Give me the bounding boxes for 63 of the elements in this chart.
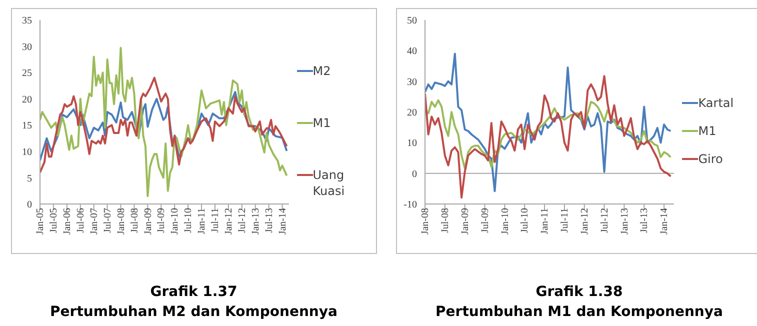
x-tick-label: Jul-09: [480, 208, 492, 233]
y-tick-label: 5: [26, 173, 32, 184]
y-tick-label: 50: [407, 16, 418, 27]
legend-label: Uang Kuasi: [312, 167, 346, 199]
legend-label: M1: [698, 123, 718, 139]
x-tick-label: Jan-13: [250, 208, 262, 235]
text: Pertumbuhan M1 dan Komponennya: [436, 303, 723, 322]
x-tick-label: Jan-05: [34, 208, 46, 235]
x-tick-label: Jan-11: [540, 208, 551, 234]
x-tick-label: Jan-08: [420, 208, 432, 235]
y-tick-label: 15: [22, 120, 32, 132]
y-tick-label: 35: [22, 16, 32, 27]
y-tick-label: 0: [26, 200, 32, 211]
line-series: [425, 52, 672, 192]
x-tick-label: Jul-10: [182, 208, 194, 233]
line-series: [425, 99, 672, 170]
y-tick-label: 25: [22, 68, 32, 80]
x-tick-label: Jul-06: [75, 208, 86, 233]
y-tick-label: 30: [22, 42, 32, 53]
legend-label: M2: [312, 63, 332, 79]
x-tick-label: Jul-13: [639, 208, 650, 233]
line-series: [40, 91, 288, 162]
x-tick-label: Jul-07: [102, 208, 114, 233]
x-tick-label: Jan-14: [277, 208, 288, 235]
legend-label: Giro: [698, 151, 724, 167]
y-tick-label: -10: [404, 200, 418, 211]
x-tick-label: Jul-05: [48, 208, 60, 233]
x-tick-label: Jan-10: [169, 208, 180, 235]
legend-label: M1: [312, 115, 332, 131]
x-tick-label: Jul-11: [560, 208, 571, 233]
x-tick-label: Jan-12: [580, 208, 591, 235]
x-tick-label: Jan-13: [620, 208, 631, 235]
x-tick-label: Jul-11: [210, 208, 221, 233]
y-tick-label: 20: [22, 94, 32, 106]
x-tick-label: Jan-08: [116, 208, 127, 235]
x-tick-label: Jul-09: [156, 208, 167, 233]
line-series: [425, 75, 672, 199]
x-tick-label: Jan-12: [223, 208, 234, 235]
text: Grafik 1.38: [534, 283, 624, 302]
legend-label: Kartal: [698, 95, 735, 111]
line-series: [40, 46, 288, 198]
x-tick-label: Jul-12: [600, 208, 611, 233]
y-tick-label: 30: [407, 76, 418, 88]
x-tick-label: Jul-08: [129, 208, 140, 233]
x-tick-label: Jul-08: [440, 208, 452, 233]
x-tick-label: Jan-06: [62, 208, 73, 235]
y-tick-label: 10: [22, 146, 32, 158]
x-tick-label: Jan-09: [142, 208, 154, 235]
x-tick-label: Jan-14: [659, 208, 670, 235]
x-tick-label: Jul-10: [520, 208, 531, 233]
line-series: [40, 76, 288, 174]
x-tick-label: Jul-12: [236, 208, 248, 233]
text: Grafik 1.37: [149, 283, 238, 302]
x-tick-label: Jul-13: [264, 208, 275, 233]
x-tick-label: Jan-09: [460, 208, 472, 235]
y-tick-label: 20: [407, 108, 418, 119]
x-tick-label: Jan-10: [500, 208, 512, 235]
x-tick-label: Jan-07: [88, 208, 100, 235]
text: Pertumbuhan M2 dan Komponennya: [50, 303, 338, 322]
x-tick-label: Jan-11: [196, 208, 208, 234]
y-tick-label: 0: [412, 168, 418, 180]
y-tick-label: 10: [407, 138, 418, 150]
y-tick-label: 40: [407, 46, 418, 58]
